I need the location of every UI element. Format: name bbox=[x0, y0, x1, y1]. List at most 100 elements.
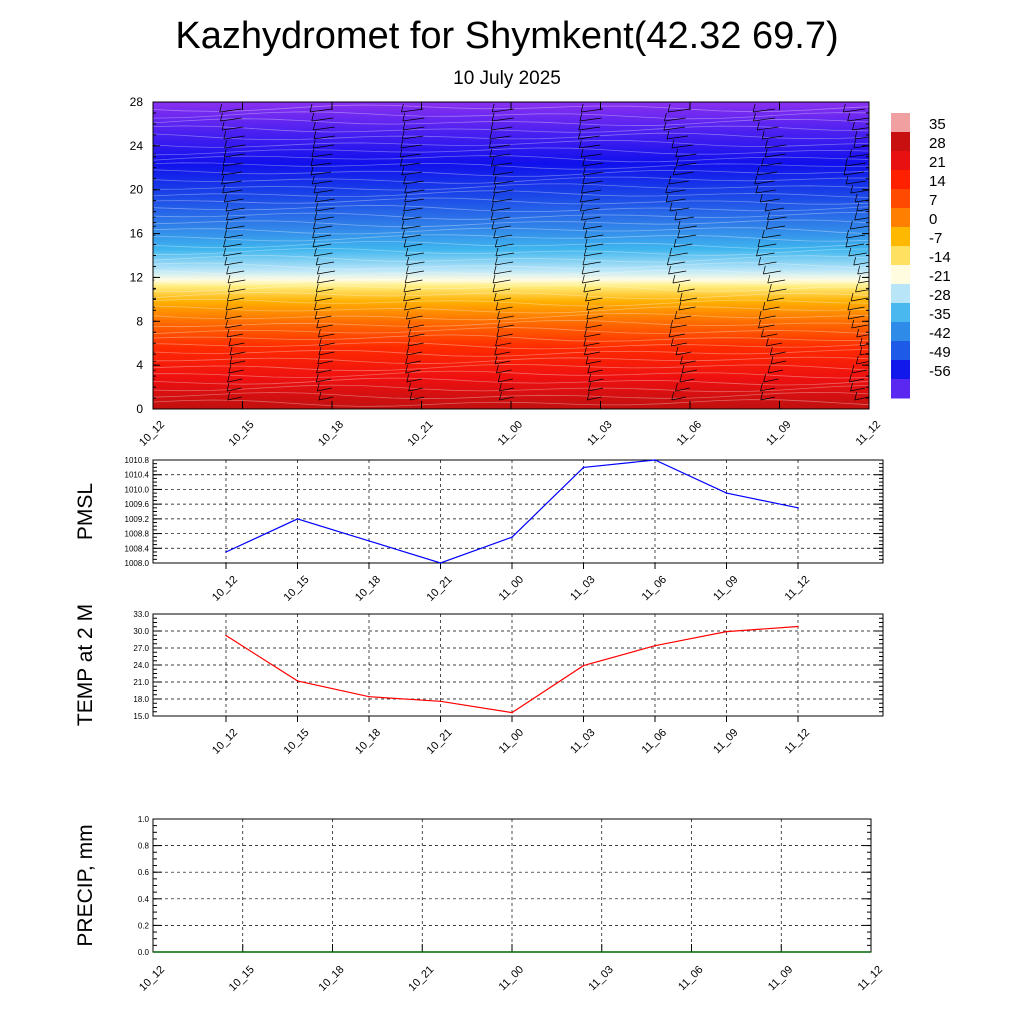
wind-barb-flag bbox=[763, 373, 766, 383]
wind-barb-flag bbox=[765, 220, 769, 230]
colorbar-band bbox=[891, 265, 910, 285]
wind-barb-flag bbox=[134, 167, 136, 175]
wind-barb bbox=[222, 162, 244, 167]
wind-barb-flag bbox=[312, 121, 316, 131]
colorbar-label: 14 bbox=[929, 173, 946, 190]
wind-barb bbox=[585, 324, 602, 329]
wind-barb bbox=[403, 180, 424, 185]
data-point bbox=[725, 492, 728, 494]
x-tick-label: 11_12 bbox=[854, 419, 884, 449]
wind-barb bbox=[136, 334, 152, 337]
wind-barb-flag bbox=[677, 220, 681, 230]
data-point bbox=[582, 664, 585, 667]
wind-barb-flag bbox=[665, 184, 669, 194]
wind-barb-flag bbox=[587, 364, 591, 374]
isotherm-line bbox=[153, 312, 869, 321]
wind-barb bbox=[587, 369, 603, 374]
data-point bbox=[654, 644, 656, 647]
isotherm-line bbox=[153, 327, 869, 335]
wind-barb bbox=[680, 360, 696, 365]
wind-barb-flag bbox=[315, 283, 319, 293]
wind-barb-flag bbox=[758, 310, 762, 320]
wind-barb-flag bbox=[403, 283, 407, 293]
wind-barb-flag bbox=[402, 229, 405, 239]
wind-barb bbox=[584, 333, 601, 338]
isotherm-line bbox=[153, 292, 869, 300]
wind-barb-flag bbox=[139, 383, 141, 391]
data-point bbox=[725, 630, 728, 633]
wind-barb-flag bbox=[409, 391, 413, 401]
wind-barb-flag bbox=[854, 391, 858, 401]
wind-barb bbox=[495, 252, 515, 257]
wind-barb-flag bbox=[403, 238, 407, 248]
wind-barb-flag bbox=[224, 310, 228, 320]
wind-barb bbox=[665, 189, 686, 194]
wind-barb bbox=[315, 207, 335, 212]
wind-barb bbox=[228, 288, 246, 293]
wind-barb-flag bbox=[140, 374, 142, 382]
wind-barb-flag bbox=[580, 202, 583, 212]
wind-barb-flag bbox=[489, 148, 493, 158]
colorbar-label: -28 bbox=[929, 287, 951, 304]
wind-barb-flag bbox=[674, 211, 678, 221]
wind-barb bbox=[315, 198, 335, 203]
wind-barb-flag bbox=[585, 355, 589, 365]
wind-barb-flag bbox=[584, 328, 587, 338]
y-tick-label: 1.0 bbox=[138, 815, 150, 824]
wind-barb-flag bbox=[761, 328, 764, 338]
x-tick-label: 11_03 bbox=[586, 964, 616, 994]
wind-barb-flag bbox=[407, 337, 411, 347]
chart-date: 10 July 2025 bbox=[453, 68, 561, 89]
wind-barb bbox=[852, 127, 869, 131]
wind-barb-flag bbox=[223, 247, 226, 257]
wind-barb bbox=[496, 333, 513, 338]
wind-barb-flag bbox=[132, 131, 134, 139]
wind-barb bbox=[498, 378, 514, 383]
wind-barb-flag bbox=[311, 148, 315, 158]
wind-barb bbox=[492, 198, 513, 203]
y-tick-label: 16 bbox=[130, 227, 144, 241]
wind-barb-flag bbox=[675, 382, 678, 392]
wind-barb bbox=[678, 306, 696, 311]
wind-barb-flag bbox=[765, 139, 768, 149]
wind-barb-flag bbox=[314, 301, 317, 311]
wind-barb bbox=[492, 108, 514, 113]
x-tick-label: 11_06 bbox=[676, 964, 706, 994]
wind-barb-flag bbox=[851, 319, 855, 329]
wind-barb-flag bbox=[849, 220, 853, 230]
wind-barb bbox=[578, 135, 600, 140]
y-tick-label: 1008.0 bbox=[125, 559, 150, 568]
y-tick-label: 1008.8 bbox=[125, 530, 150, 539]
wind-barb bbox=[849, 378, 865, 383]
wind-barb-flag bbox=[675, 346, 679, 356]
wind-barb-flag bbox=[405, 355, 408, 365]
wind-barb-flag bbox=[761, 157, 764, 167]
wind-barb-flag bbox=[760, 391, 764, 401]
isotherm-line bbox=[153, 190, 869, 198]
isotherm-line bbox=[153, 234, 869, 242]
wind-barb-flag bbox=[579, 112, 583, 122]
wind-barb-flag bbox=[856, 328, 860, 338]
wind-barb-flag bbox=[403, 175, 406, 185]
wind-barb-flag bbox=[664, 112, 667, 122]
data-point bbox=[368, 540, 370, 542]
wind-barb-flag bbox=[493, 184, 497, 194]
wind-barb-flag bbox=[679, 373, 683, 383]
wind-barb-flag bbox=[852, 121, 855, 131]
wind-barb-flag bbox=[669, 247, 672, 257]
wind-barb bbox=[153, 207, 154, 209]
wind-barb bbox=[224, 153, 245, 158]
x-tick-label: 10_21 bbox=[425, 574, 455, 604]
wind-barb-flag bbox=[767, 364, 771, 374]
wind-barb bbox=[850, 189, 869, 194]
wind-barb bbox=[492, 117, 514, 122]
series-line bbox=[225, 459, 799, 564]
wind-barb-flag bbox=[497, 373, 501, 383]
wind-barb-flag bbox=[495, 337, 498, 347]
isotherm-line bbox=[153, 183, 869, 191]
x-tick-label: 11_00 bbox=[497, 964, 527, 994]
wind-barb bbox=[585, 243, 604, 248]
wind-barb-flag bbox=[584, 346, 587, 356]
wind-barb bbox=[402, 126, 425, 131]
y-tick-label: 33.0 bbox=[133, 610, 149, 619]
